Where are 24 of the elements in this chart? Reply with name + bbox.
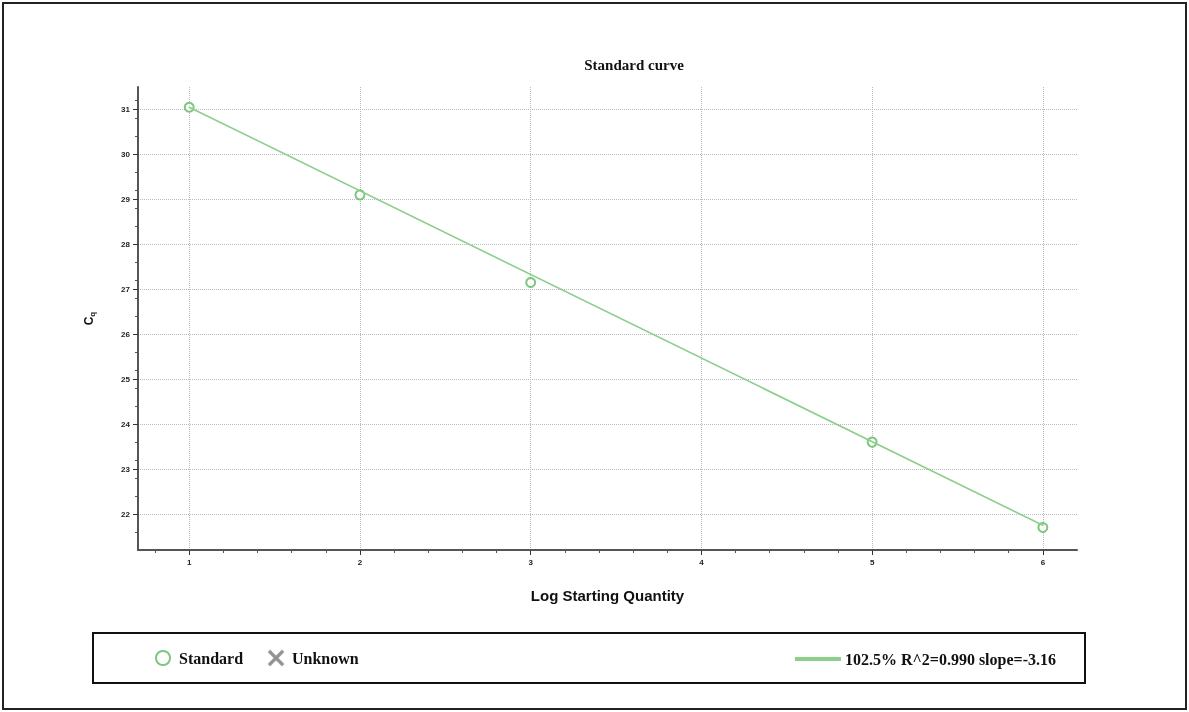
x-tick-label: 3: [528, 557, 534, 567]
y-tick-label: 25: [121, 374, 131, 384]
y-tick-label: 29: [121, 194, 131, 204]
y-tick-label: 23: [121, 464, 131, 474]
y-tick-label: 26: [121, 329, 131, 339]
x-tick-label: 4: [699, 557, 705, 567]
x-tick-label: 6: [1040, 557, 1046, 567]
chart-title: Standard curve: [584, 56, 685, 73]
y-tick-label: 31: [121, 104, 131, 114]
x-tick-label: 2: [357, 557, 363, 567]
legend-label: Standard: [179, 649, 244, 667]
y-tick-label: 27: [121, 284, 131, 294]
y-tick-label: 28: [121, 239, 131, 249]
y-tick-label: 22: [121, 509, 131, 519]
x-tick-label: 5: [869, 557, 875, 567]
legend-label: Unknown: [292, 649, 359, 667]
y-tick-label: 30: [121, 149, 131, 159]
y-axis-title: Cq: [82, 311, 97, 326]
point: [1037, 522, 1049, 534]
y-tick-label: 24: [121, 419, 131, 429]
x-axis-title: Log Starting Quantity: [530, 587, 685, 604]
point: [525, 277, 537, 289]
x-tick-label: 1: [186, 557, 192, 567]
legend-label: 102.5% R^2=0.990 slope=-3.16: [844, 650, 1057, 669]
